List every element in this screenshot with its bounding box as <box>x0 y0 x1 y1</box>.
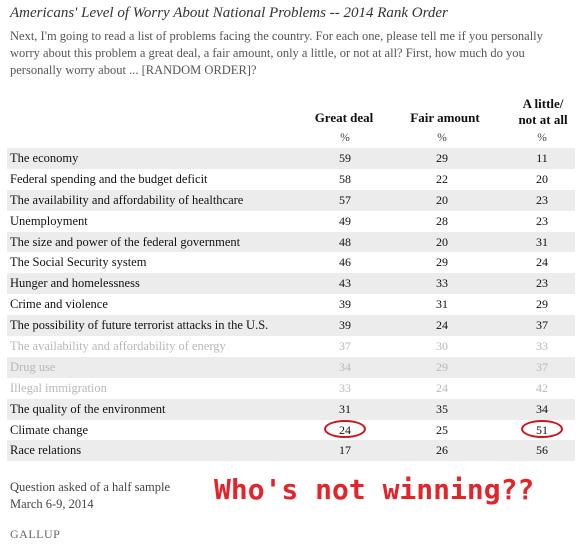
row-label: The quality of the environment <box>10 401 166 416</box>
cell-fair-amount: 24 <box>436 318 448 333</box>
data-table: The economy 59 29 11 Federal spending and th… <box>7 148 575 462</box>
cell-a-little: 20 <box>536 171 548 186</box>
chart-title: Americans' Level of Worry About National… <box>10 5 448 21</box>
cell-a-little: 24 <box>536 255 548 270</box>
cell-a-little: 11 <box>536 151 548 165</box>
cell-great-deal: 57 <box>339 192 351 207</box>
row-label: Unemployment <box>10 213 88 228</box>
table-row: The size and power of the federal govern… <box>7 231 575 253</box>
table-row: Illegal immigration 33 24 42 <box>7 378 575 399</box>
cell-fair-amount: 20 <box>436 234 448 249</box>
cell-a-little: 34 <box>536 401 548 416</box>
cell-fair-amount: 30 <box>436 339 448 354</box>
unit-label-a-little: % <box>537 132 547 144</box>
table-row: Federal spending and the budget deficit 5… <box>7 169 575 190</box>
cell-great-deal: 39 <box>339 297 351 312</box>
row-label: Crime and violence <box>10 297 108 312</box>
cell-a-little: 56 <box>536 443 548 458</box>
chart-subtitle: Next, I'm going to read a list of proble… <box>10 29 543 77</box>
row-label: Hunger and homelessness <box>10 276 140 291</box>
cell-fair-amount: 33 <box>436 276 448 291</box>
cell-great-deal: 39 <box>339 318 351 333</box>
cell-great-deal: 49 <box>339 213 351 228</box>
cell-great-deal: 46 <box>339 255 351 270</box>
cell-fair-amount: 29 <box>436 359 448 374</box>
cell-a-little: 23 <box>536 213 548 228</box>
row-label: The Social Security system <box>10 255 147 270</box>
highlight-circle <box>324 419 366 438</box>
table-row: The availability and affordability of he… <box>7 189 575 211</box>
cell-great-deal: 59 <box>339 151 351 165</box>
table-row: Race relations 17 26 56 <box>7 440 575 462</box>
cell-great-deal: 17 <box>339 443 351 458</box>
row-label: The availability and affordability of en… <box>10 339 226 354</box>
column-header-great-deal: Great deal <box>314 110 374 125</box>
cell-fair-amount: 31 <box>436 297 448 312</box>
cell-great-deal: 34 <box>339 359 351 374</box>
footnote-line-2: March 6-9, 2014 <box>10 497 94 511</box>
cell-great-deal: 48 <box>339 234 351 249</box>
table-row: Drug use 34 29 37 <box>7 356 575 378</box>
cell-great-deal: 43 <box>339 276 351 291</box>
table-row: The economy 59 29 11 <box>7 148 575 169</box>
footnote: Question asked of a half sample March 6-… <box>10 479 170 513</box>
cell-a-little: 23 <box>536 192 548 207</box>
cell-a-little: 23 <box>536 276 548 291</box>
column-header-a-little: A little/not at all <box>500 96 581 128</box>
cell-fair-amount: 35 <box>436 401 448 416</box>
gallup-logo: GALLUP <box>10 527 61 541</box>
column-header-fair-amount: Fair amount <box>410 110 480 125</box>
row-label: Drug use <box>10 359 56 374</box>
row-label: Climate change <box>10 422 89 437</box>
cell-a-little: 37 <box>536 359 548 374</box>
table-row: The possibility of future terrorist atta… <box>7 315 575 337</box>
table-row: The availability and affordability of en… <box>7 336 575 357</box>
row-label: Federal spending and the budget deficit <box>10 171 208 186</box>
row-label: The availability and affordability of he… <box>10 192 244 207</box>
table-row: Hunger and homelessness 43 33 23 <box>7 273 575 295</box>
table-row: The Social Security system 46 29 24 <box>7 252 575 273</box>
row-label: The economy <box>10 151 79 165</box>
row-label: Illegal immigration <box>10 380 107 395</box>
cell-a-little: 37 <box>536 318 548 333</box>
table-row: Crime and violence 39 31 29 <box>7 294 575 315</box>
cell-fair-amount: 29 <box>436 255 448 270</box>
annotation-text: Who's not winning?? <box>214 473 535 506</box>
row-label: The possibility of future terrorist atta… <box>10 318 269 333</box>
footnote-line-1: Question asked of a half sample <box>10 480 171 494</box>
cell-great-deal: 37 <box>339 339 351 354</box>
cell-great-deal: 31 <box>339 401 351 416</box>
cell-fair-amount: 25 <box>436 422 448 437</box>
cell-a-little: 33 <box>536 339 548 354</box>
cell-fair-amount: 29 <box>436 151 448 165</box>
cell-great-deal: 33 <box>339 380 351 395</box>
cell-fair-amount: 24 <box>436 380 448 395</box>
cell-fair-amount: 26 <box>436 443 448 458</box>
highlight-circle <box>521 419 563 438</box>
table-row: The quality of the environment 31 35 34 <box>7 398 575 420</box>
table-row: Climate change 24 25 51 <box>7 419 575 441</box>
cell-fair-amount: 28 <box>436 213 448 228</box>
cell-a-little: 31 <box>536 234 548 249</box>
table-row: Unemployment 49 28 23 <box>7 211 575 232</box>
cell-a-little: 42 <box>536 380 548 395</box>
row-label: Race relations <box>10 443 82 458</box>
column-header-a-little-text: A little/not at all <box>518 96 568 127</box>
cell-fair-amount: 22 <box>436 171 448 186</box>
row-label: The size and power of the federal govern… <box>10 234 241 249</box>
cell-a-little: 29 <box>536 297 548 312</box>
cell-great-deal: 58 <box>339 171 351 186</box>
cell-fair-amount: 20 <box>436 192 448 207</box>
unit-label-great-deal: % <box>340 132 350 144</box>
unit-label-fair-amount: % <box>437 132 447 144</box>
